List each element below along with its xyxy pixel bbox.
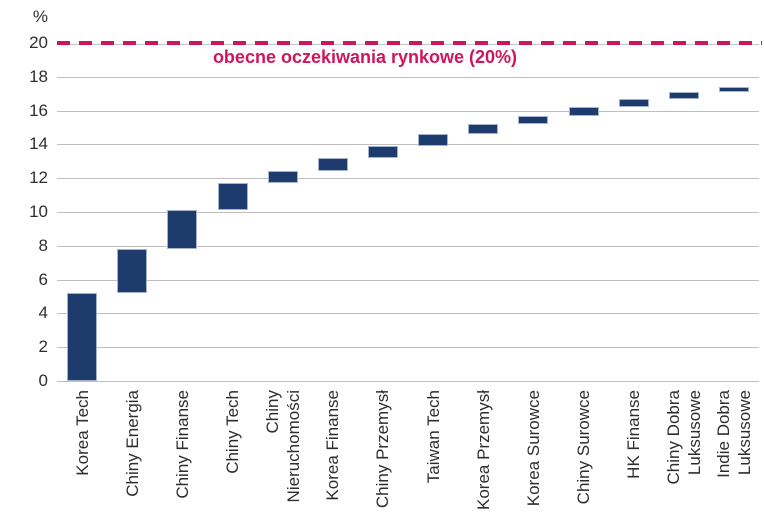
bar-chiny-nieruchomo-ci	[267, 171, 298, 184]
reference-line-label: obecne oczekiwania rynkowe (20%)	[212, 47, 518, 67]
x-axis-label: Indie Dobra Luksusowe	[713, 390, 754, 478]
y-axis-tick-label: 4	[38, 303, 48, 323]
y-axis-tick-label: 16	[29, 100, 48, 120]
bar-hk-finanse	[618, 98, 649, 108]
x-axis-label: Taiwan Tech	[423, 390, 443, 484]
x-axis-label: Korea Surowce	[523, 390, 543, 507]
x-axis-label: Chiny Tech	[223, 390, 242, 474]
gridline	[57, 313, 759, 315]
x-axis-label: Korea Przemysł	[473, 390, 493, 510]
x-axis-label: Chiny Dobra Luksusowe	[663, 390, 704, 485]
gridline	[57, 245, 759, 247]
gridline	[57, 144, 759, 146]
bar-chiny-dobra-luksusowe	[668, 92, 699, 99]
bar-korea-finanse	[317, 157, 348, 172]
gridline	[57, 110, 759, 112]
bar-chiny-finanse	[167, 210, 198, 250]
gridline	[57, 347, 759, 349]
y-axis-unit-label: %	[32, 7, 48, 26]
x-axis-label: Chiny Energia	[122, 390, 142, 497]
gridline	[57, 381, 759, 382]
reference-dashed-line	[57, 41, 762, 45]
x-axis-label: Chiny Surowce	[574, 390, 593, 505]
bar-korea-przemys-	[468, 124, 499, 135]
bar-chiny-surowce	[568, 107, 599, 116]
y-axis-tick-label: 6	[38, 269, 48, 289]
gridline	[57, 279, 759, 281]
y-axis-tick-label: 20	[29, 33, 48, 52]
x-axis-label: Chiny Nieruchomości	[262, 390, 303, 503]
x-axis-label: Chiny Przemysł	[373, 390, 393, 509]
gridline	[57, 76, 759, 78]
y-axis-tick-label: 0	[38, 371, 48, 390]
bar-chiny-tech	[217, 183, 248, 211]
y-axis-tick-label: 12	[29, 168, 48, 188]
gridline	[57, 178, 759, 180]
y-axis-tick-label: 18	[29, 66, 48, 86]
bar-taiwan-tech	[418, 134, 449, 147]
bar-korea-tech	[67, 293, 98, 381]
bar-chiny-energia	[117, 249, 148, 294]
x-axis-label: Korea Finanse	[323, 390, 343, 501]
y-axis-tick-label: 2	[38, 337, 48, 357]
x-axis-label: Chiny Finanse	[172, 390, 192, 499]
y-axis-tick-label: 14	[29, 134, 48, 154]
bar-indie-dobra-luksusowe	[718, 86, 749, 92]
bar-chiny-przemys-	[367, 146, 398, 158]
y-axis-tick-label: 10	[29, 202, 48, 221]
y-axis-tick-label: 8	[38, 235, 48, 255]
gridline	[57, 212, 759, 213]
x-axis-label: HK Finanse	[624, 390, 644, 479]
bar-korea-surowce	[518, 115, 549, 125]
x-axis-label: Korea Tech	[72, 390, 92, 476]
